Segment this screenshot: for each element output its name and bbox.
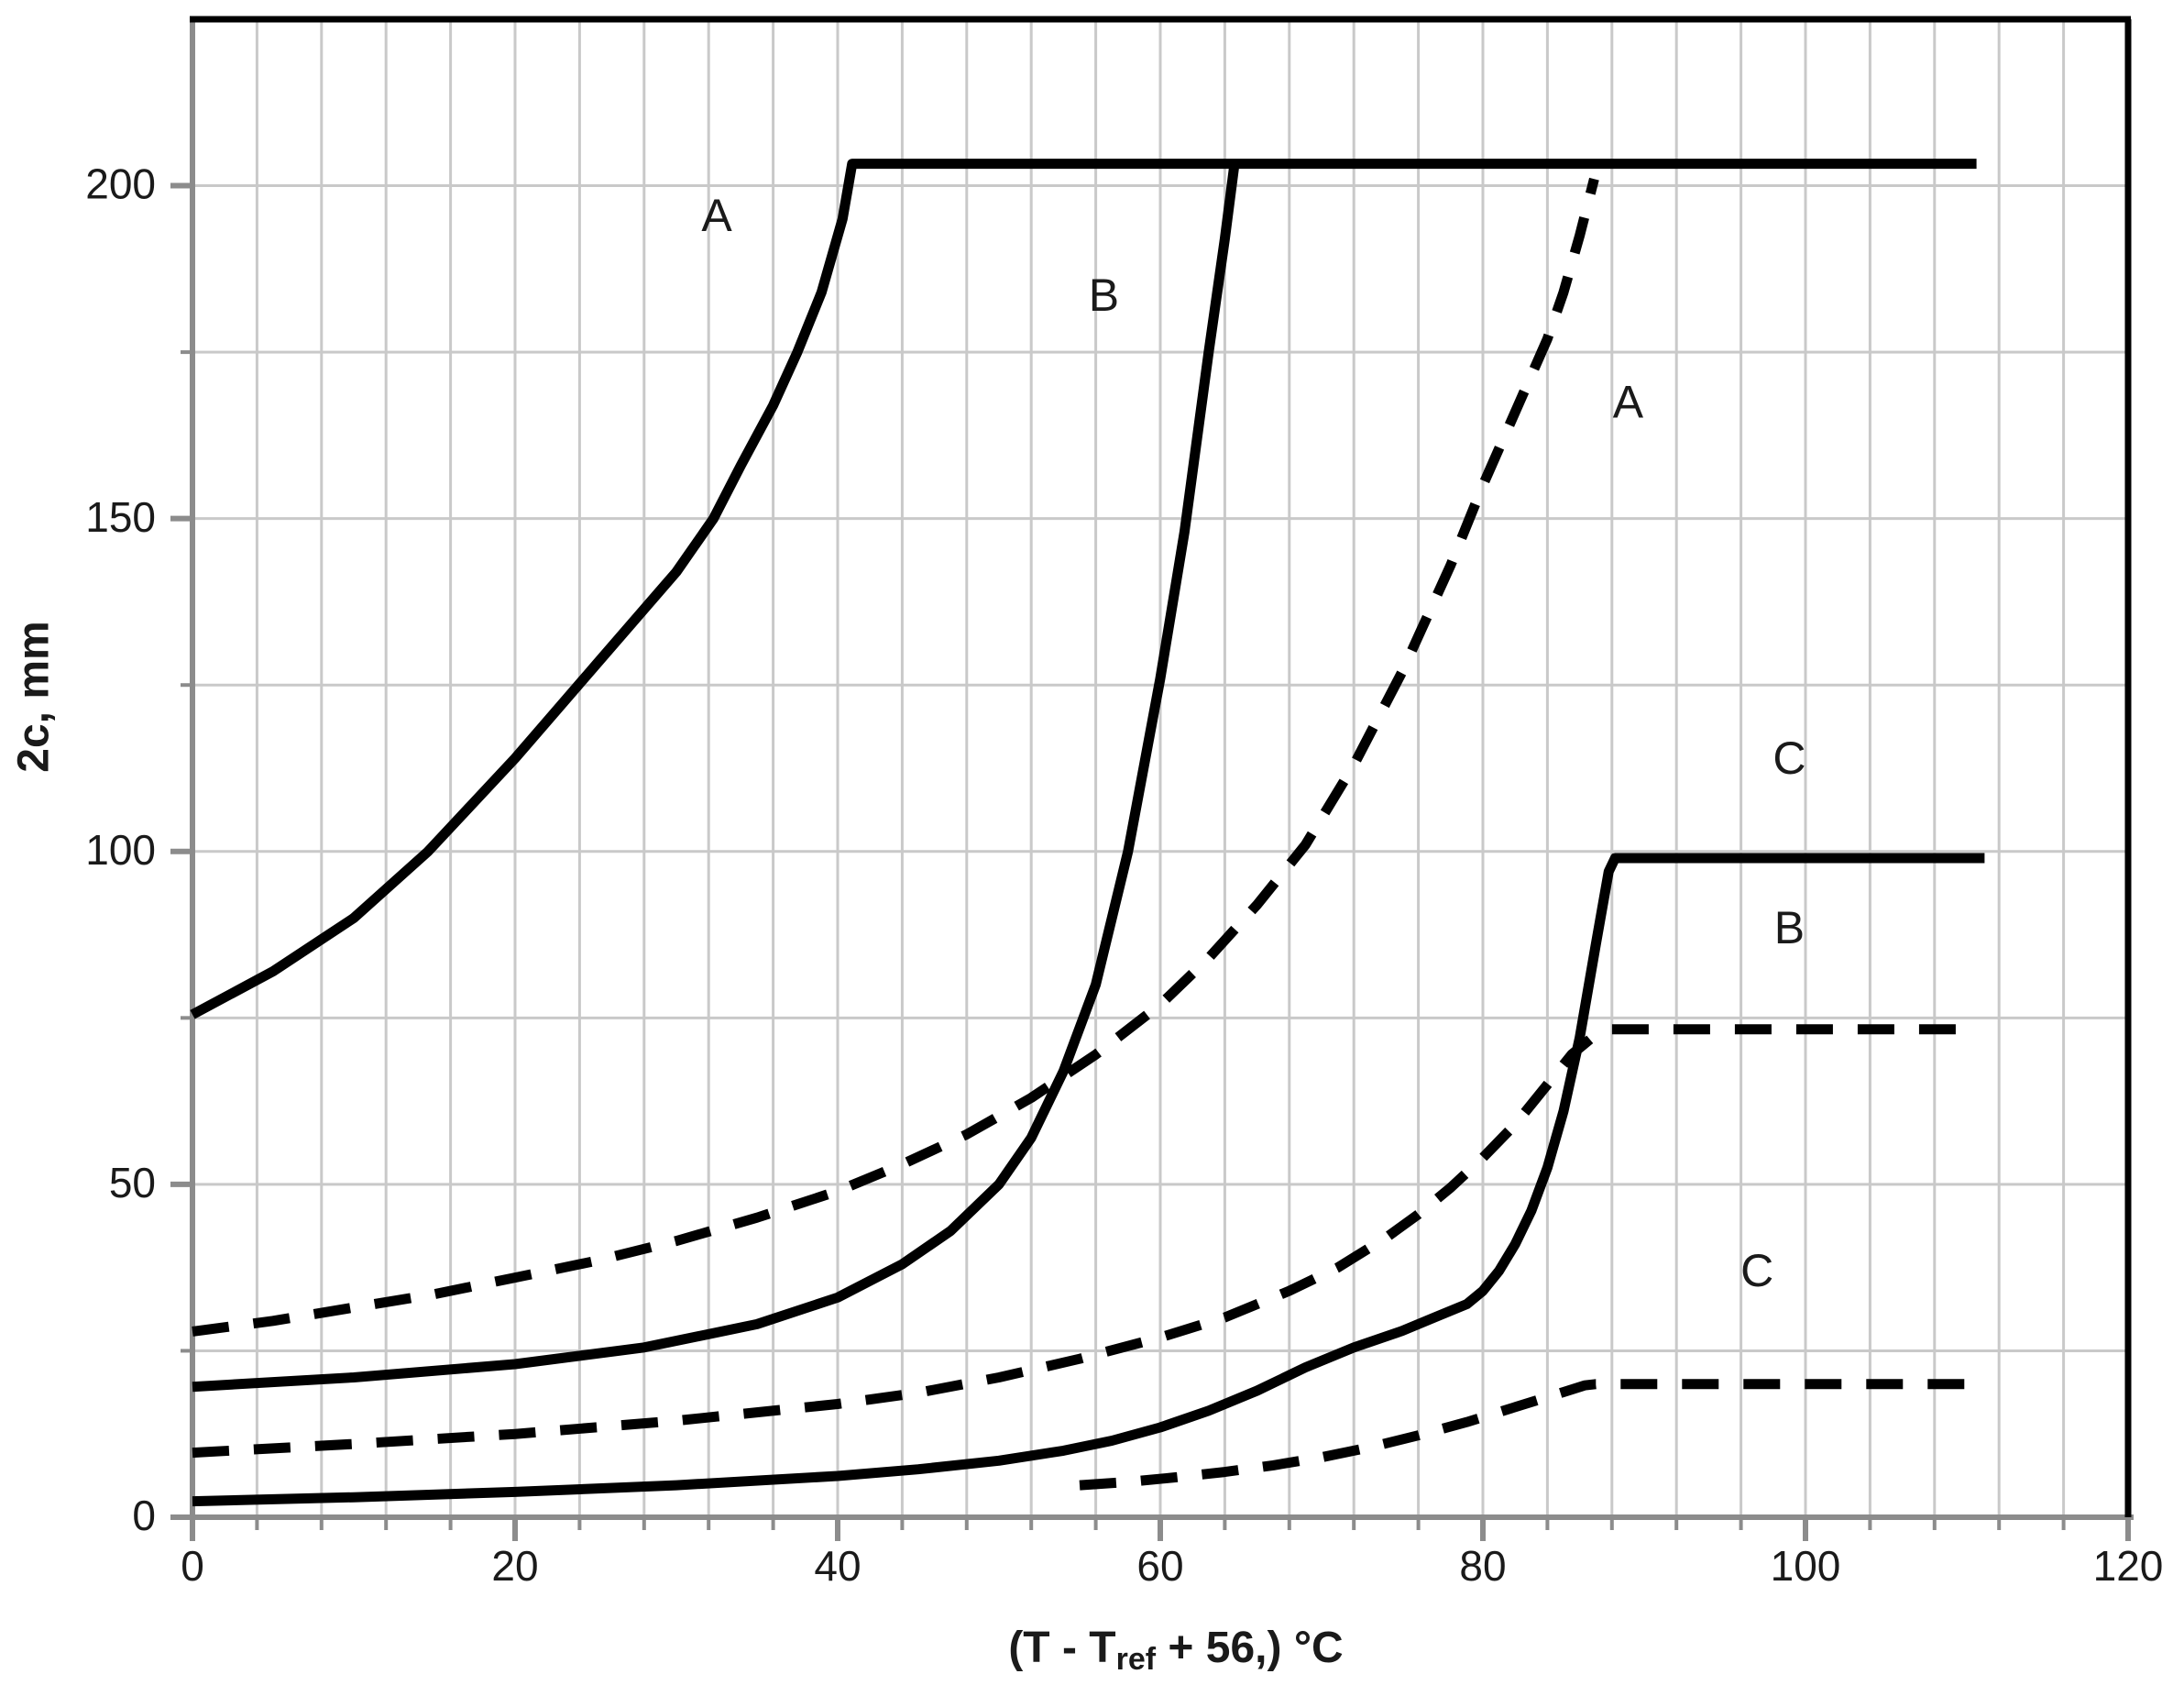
y-axis-title: 2c, mm xyxy=(10,621,59,772)
curve-label-C-solid: C xyxy=(1772,732,1805,784)
y-tick-label: 100 xyxy=(85,826,156,874)
curve-label-A-solid: A xyxy=(701,190,732,241)
y-tick-label: 200 xyxy=(85,160,156,208)
y-tick-label: 0 xyxy=(132,1492,156,1539)
x-tick-label: 60 xyxy=(1136,1542,1183,1590)
x-tick-label: 0 xyxy=(181,1542,204,1590)
y-tick-label: 150 xyxy=(85,493,156,541)
x-tick-label: 40 xyxy=(814,1542,861,1590)
curve-B-solid xyxy=(192,162,1240,1393)
x-tick-label: 20 xyxy=(491,1542,538,1590)
x-tick-label: 100 xyxy=(1771,1542,1841,1590)
curve-label-C-dashed: C xyxy=(1740,1245,1773,1296)
y-tick-label: 50 xyxy=(109,1159,156,1206)
curve-B-dashed xyxy=(192,1024,1967,1459)
x-tick-label: 120 xyxy=(2093,1542,2164,1590)
x-axis-title: (T - Tref + 56,) °C xyxy=(1008,1624,1343,1677)
curve-A-solid xyxy=(190,159,1977,1019)
curve-label-A-dashed: A xyxy=(1613,376,1644,427)
curve-label-B-dashed: B xyxy=(1774,902,1805,953)
curve-label-B-solid: B xyxy=(1089,270,1119,321)
curve-C-solid xyxy=(192,853,1985,1507)
x-tick-label: 80 xyxy=(1459,1542,1506,1590)
curve-C-dashed xyxy=(1079,1379,1981,1491)
curve-A-dashed xyxy=(192,177,1599,1337)
